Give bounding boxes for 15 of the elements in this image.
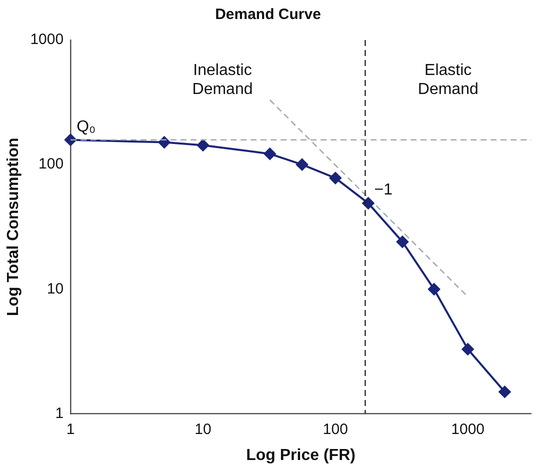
- y-tick-label: 10: [46, 280, 64, 298]
- x-axis-title: Log Price (FR): [246, 446, 356, 464]
- x-tick-label: 100: [322, 420, 348, 438]
- x-tick-label: 1: [66, 420, 75, 438]
- x-tick-label: 1000: [451, 420, 485, 438]
- annotation: −1: [374, 182, 393, 199]
- chart-title: Demand Curve: [215, 6, 321, 24]
- y-axis-title: Log Total Consumption: [5, 138, 22, 316]
- annotation: Inelastic Demand: [192, 62, 253, 98]
- y-tick-label: 1: [55, 404, 64, 422]
- x-tick-label: 10: [194, 420, 212, 438]
- y-tick-label: 100: [38, 156, 64, 173]
- annotation: Q₀: [76, 118, 96, 136]
- annotation: Elastic Demand: [418, 62, 478, 98]
- y-tick-label: 1000: [30, 31, 64, 48]
